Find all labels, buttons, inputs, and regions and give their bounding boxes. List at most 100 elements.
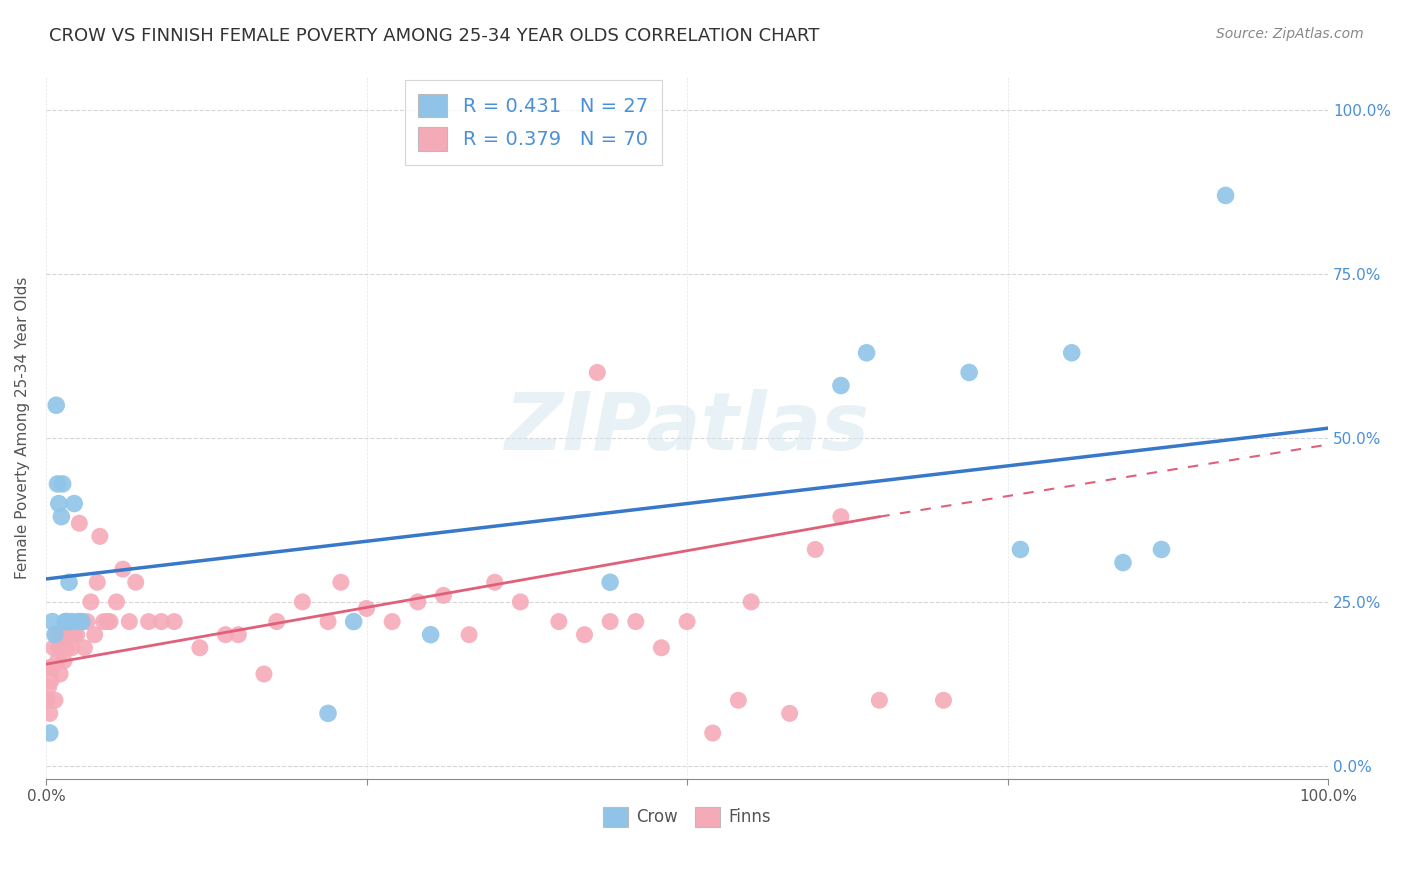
Point	[702, 726, 724, 740]
Point	[266, 615, 288, 629]
Point	[381, 615, 404, 629]
Point	[38, 706, 60, 721]
Point	[63, 628, 86, 642]
Point	[226, 628, 249, 642]
Point	[45, 398, 67, 412]
Point	[458, 628, 481, 642]
Point	[830, 509, 852, 524]
Point	[343, 615, 366, 629]
Point	[41, 660, 63, 674]
Point	[46, 476, 69, 491]
Point	[650, 640, 672, 655]
Point	[55, 640, 77, 655]
Text: CROW VS FINNISH FEMALE POVERTY AMONG 25-34 YEAR OLDS CORRELATION CHART: CROW VS FINNISH FEMALE POVERTY AMONG 25-…	[49, 27, 820, 45]
Point	[727, 693, 749, 707]
Point	[509, 595, 531, 609]
Point	[53, 615, 76, 629]
Y-axis label: Female Poverty Among 25-34 Year Olds: Female Poverty Among 25-34 Year Olds	[15, 277, 30, 580]
Point	[111, 562, 134, 576]
Point	[63, 497, 86, 511]
Point	[44, 693, 66, 707]
Point	[83, 628, 105, 642]
Point	[38, 660, 60, 674]
Point	[96, 615, 118, 629]
Point	[38, 680, 60, 694]
Point	[599, 575, 621, 590]
Point	[1215, 188, 1237, 202]
Point	[60, 640, 83, 655]
Point	[855, 346, 877, 360]
Point	[740, 595, 762, 609]
Point	[214, 628, 236, 642]
Point	[432, 588, 454, 602]
Point	[406, 595, 429, 609]
Point	[1010, 542, 1032, 557]
Point	[547, 615, 569, 629]
Point	[51, 640, 73, 655]
Point	[316, 615, 339, 629]
Point	[48, 497, 70, 511]
Point	[55, 615, 77, 629]
Point	[70, 615, 93, 629]
Point	[419, 628, 441, 642]
Point	[46, 654, 69, 668]
Point	[93, 615, 115, 629]
Point	[41, 615, 63, 629]
Point	[138, 615, 160, 629]
Point	[39, 673, 62, 688]
Point	[599, 615, 621, 629]
Point	[70, 615, 93, 629]
Point	[291, 595, 314, 609]
Point	[868, 693, 890, 707]
Point	[118, 615, 141, 629]
Point	[86, 575, 108, 590]
Point	[56, 628, 79, 642]
Point	[52, 476, 75, 491]
Point	[60, 615, 83, 629]
Point	[779, 706, 801, 721]
Point	[52, 628, 75, 642]
Point	[586, 366, 609, 380]
Point	[676, 615, 699, 629]
Point	[98, 615, 121, 629]
Point	[329, 575, 352, 590]
Point	[105, 595, 128, 609]
Text: ZIPatlas: ZIPatlas	[505, 389, 869, 467]
Point	[150, 615, 173, 629]
Point	[66, 628, 89, 642]
Point	[58, 575, 80, 590]
Point	[73, 640, 96, 655]
Point	[49, 667, 72, 681]
Point	[53, 640, 76, 655]
Point	[42, 640, 65, 655]
Point	[52, 654, 75, 668]
Point	[957, 366, 980, 380]
Legend: Crow, Finns: Crow, Finns	[596, 800, 778, 834]
Point	[624, 615, 647, 629]
Point	[188, 640, 211, 655]
Point	[37, 693, 59, 707]
Point	[67, 516, 90, 531]
Point	[66, 615, 89, 629]
Point	[45, 628, 67, 642]
Point	[125, 575, 148, 590]
Point	[484, 575, 506, 590]
Point	[356, 601, 378, 615]
Point	[574, 628, 596, 642]
Point	[316, 706, 339, 721]
Point	[80, 595, 103, 609]
Point	[58, 628, 80, 642]
Point	[163, 615, 186, 629]
Point	[76, 615, 98, 629]
Point	[51, 509, 73, 524]
Point	[1150, 542, 1173, 557]
Point	[830, 378, 852, 392]
Point	[38, 726, 60, 740]
Point	[1060, 346, 1083, 360]
Point	[253, 667, 276, 681]
Point	[804, 542, 827, 557]
Point	[48, 640, 70, 655]
Point	[89, 529, 111, 543]
Text: Source: ZipAtlas.com: Source: ZipAtlas.com	[1216, 27, 1364, 41]
Point	[932, 693, 955, 707]
